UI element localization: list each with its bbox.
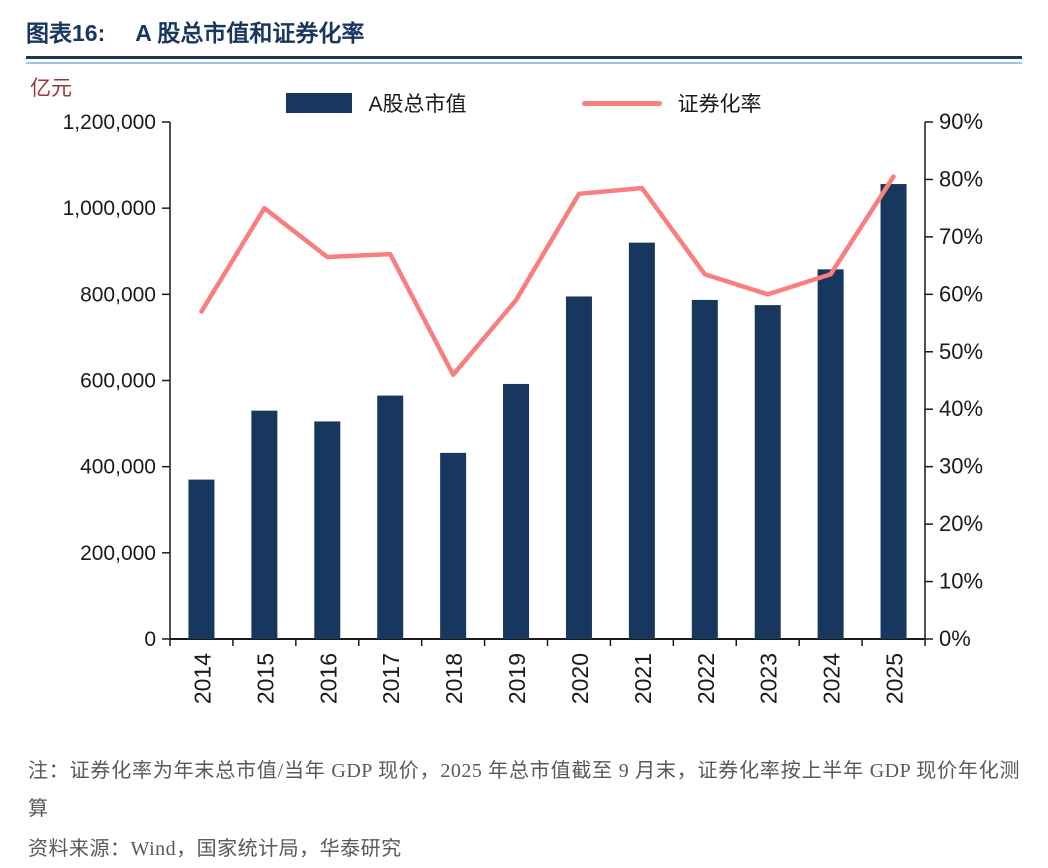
bar xyxy=(817,269,844,639)
left-axis-label: 200,000 xyxy=(80,542,156,565)
left-axis-label: 800,000 xyxy=(80,283,156,306)
source-text: 资料来源：Wind，国家统计局，华泰研究 xyxy=(28,838,402,860)
x-axis-label: 2015 xyxy=(252,653,278,704)
x-axis-label: 2024 xyxy=(819,653,845,704)
left-axis-label: 0 xyxy=(144,628,156,651)
chart-title: A 股总市值和证券化率 xyxy=(135,20,365,46)
left-axis-label: 1,200,000 xyxy=(63,111,156,134)
x-axis-label: 2025 xyxy=(882,653,908,704)
chart-area: 亿元 A股总市值 证券化率 0 200,000 400,000 600,000 800,… xyxy=(0,64,1048,736)
legend: A股总市值 证券化率 xyxy=(0,88,1048,118)
right-axis-label: 60% xyxy=(939,281,983,306)
chart-header: 图表16: A 股总市值和证券化率 xyxy=(0,0,1048,64)
title-rule-thin xyxy=(26,62,1022,64)
left-axis-label: 600,000 xyxy=(80,370,156,393)
right-axis-label: 30% xyxy=(939,454,983,479)
right-axis-label: 90% xyxy=(939,109,983,134)
x-axis-label: 2023 xyxy=(756,653,782,704)
right-axis-label: 70% xyxy=(939,224,983,249)
legend-item-bar: A股总市值 xyxy=(286,88,467,118)
left-axis-label: 1,000,000 xyxy=(63,197,156,220)
legend-item-line: 证券化率 xyxy=(581,88,762,118)
x-axis-label: 2014 xyxy=(189,653,215,704)
line-series-swatch xyxy=(581,100,662,106)
right-axis-label: 0% xyxy=(939,626,971,651)
left-axis-unit-label: 亿元 xyxy=(30,76,72,100)
x-axis-label: 2017 xyxy=(378,653,404,704)
legend-label-bar: A股总市值 xyxy=(368,93,467,116)
left-axis-label: 400,000 xyxy=(80,456,156,479)
x-axis-label: 2018 xyxy=(441,653,467,704)
legend-label-line: 证券化率 xyxy=(677,93,762,116)
bar xyxy=(880,184,907,639)
right-axis-label: 10% xyxy=(939,569,983,594)
right-axis-label: 40% xyxy=(939,396,983,421)
bar-series-swatch xyxy=(286,93,353,113)
x-axis-label: 2022 xyxy=(693,653,719,704)
bar xyxy=(628,242,655,639)
bar xyxy=(565,296,592,639)
chart-plot: 0 200,000 400,000 600,000 800,000 1,000,000 1,… xyxy=(63,109,983,704)
right-axis-label: 80% xyxy=(939,166,983,191)
bar xyxy=(691,299,718,639)
bar xyxy=(440,452,467,639)
bar xyxy=(251,410,278,639)
line-series xyxy=(199,174,896,378)
bar xyxy=(188,479,215,639)
title-rule-thick xyxy=(26,56,1022,59)
x-axis-label: 2020 xyxy=(567,653,593,704)
right-axis-label: 20% xyxy=(939,511,983,536)
bar xyxy=(754,305,781,639)
x-axis-label: 2016 xyxy=(315,653,341,704)
chart-notes: 注：证券化率为年末总市值/当年 GDP 现价，2025 年总市值截至 9 月末，… xyxy=(0,736,1048,868)
bar xyxy=(314,421,341,639)
bar xyxy=(503,383,530,639)
chart-title-row: 图表16: A 股总市值和证券化率 xyxy=(26,14,1022,48)
right-axis-label: 50% xyxy=(939,339,983,364)
bar xyxy=(377,395,404,639)
chart-number: 图表16: xyxy=(26,20,106,46)
x-axis-label: 2021 xyxy=(630,653,656,704)
x-axis-label: 2019 xyxy=(504,653,530,704)
note-text: 注：证券化率为年末总市值/当年 GDP 现价，2025 年总市值截至 9 月末，… xyxy=(28,760,1020,820)
